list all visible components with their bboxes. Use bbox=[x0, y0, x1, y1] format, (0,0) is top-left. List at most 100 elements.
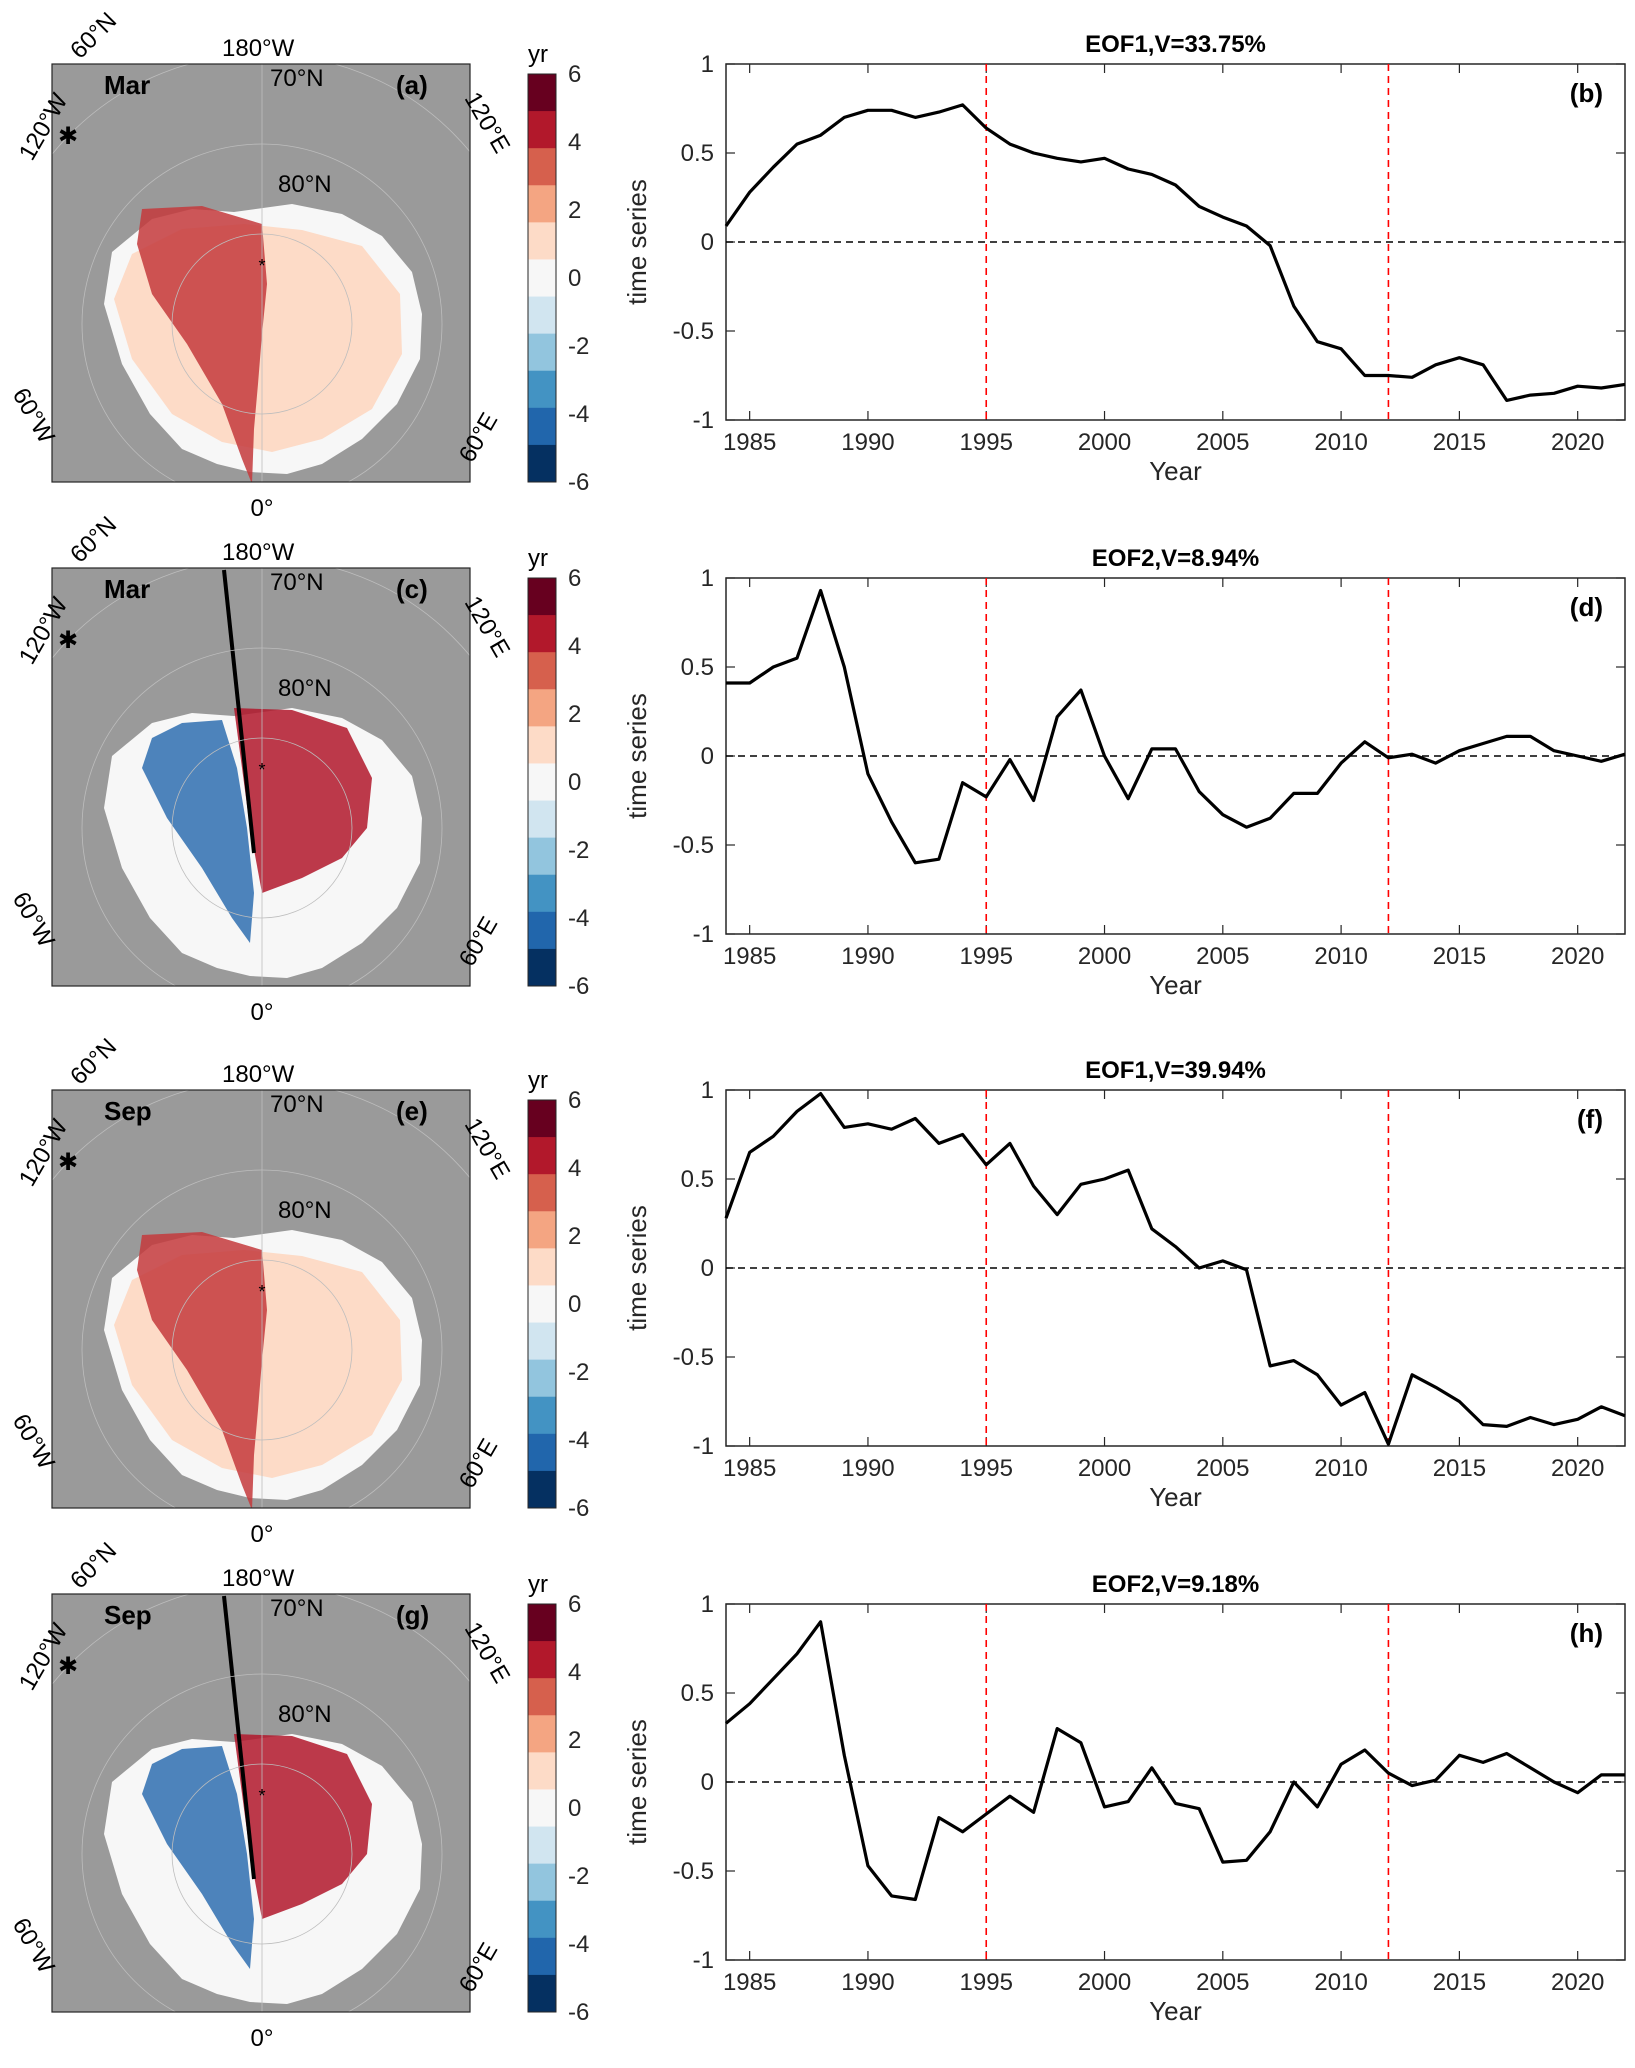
colorbar-tick-label: -4 bbox=[568, 1931, 589, 1958]
y-tick-label: 0.5 bbox=[681, 140, 714, 167]
colorbar-frame bbox=[527, 1099, 557, 1509]
panel-letter: (f) bbox=[1577, 1104, 1603, 1134]
month-label: Sep bbox=[104, 1096, 152, 1126]
x-tick-label: 2020 bbox=[1551, 943, 1604, 970]
colorbar-segment bbox=[528, 652, 556, 690]
y-tick-label: -0.5 bbox=[673, 318, 714, 345]
colorbar-tick-label: -4 bbox=[568, 1427, 589, 1454]
colorbar-tick-label: 4 bbox=[568, 1659, 581, 1686]
colorbar-segment bbox=[528, 370, 556, 409]
colorbar-frame bbox=[527, 1603, 557, 2013]
colorbar-tick-label: 2 bbox=[568, 1727, 581, 1754]
colorbar-frame bbox=[527, 73, 557, 483]
lat-70-label: 70°N bbox=[270, 1091, 324, 1118]
colorbar-unit: yr bbox=[528, 1067, 548, 1094]
y-tick-label: 0.5 bbox=[681, 654, 714, 681]
x-tick-label: 2015 bbox=[1433, 429, 1486, 456]
colorbar-segment bbox=[528, 1826, 556, 1865]
negative-anomaly-region bbox=[142, 720, 254, 943]
colorbar-tick-label: -6 bbox=[568, 1495, 589, 1522]
colorbar-segment bbox=[528, 874, 556, 913]
colorbar-segment bbox=[528, 1715, 556, 1753]
month-label: Mar bbox=[104, 70, 150, 100]
north-arrow-icon: ✱ bbox=[58, 1653, 78, 1680]
pole-marker: * bbox=[258, 1786, 265, 1806]
colorbar-tick-label: -2 bbox=[568, 1359, 589, 1386]
map-content: * bbox=[52, 1594, 470, 2012]
chart-title: EOF2,V=9.18% bbox=[1092, 1571, 1259, 1598]
lon-0-label: 0° bbox=[251, 1521, 274, 1548]
y-tick-label: -1 bbox=[693, 407, 714, 434]
x-tick-label: 2005 bbox=[1196, 1455, 1249, 1482]
chart-panel-3: EOF2,V=9.18% (h) 1 0.5 0 -0.5 -1 1985 1990 1995 20… bbox=[622, 1571, 1626, 2026]
colorbar-segment bbox=[528, 578, 556, 616]
colorbar-tick-label: 2 bbox=[568, 197, 581, 224]
colorbar-tick-label: 4 bbox=[568, 633, 581, 660]
lon-180-label: 180°W bbox=[222, 539, 295, 566]
x-tick-label: 2010 bbox=[1314, 1969, 1367, 1996]
colorbar-tick-label: 6 bbox=[568, 1087, 581, 1114]
colorbar-segment bbox=[528, 1359, 556, 1398]
chart-panel-1: EOF2,V=8.94% (d) 1 0.5 0 -0.5 -1 1985 1990 1995 20… bbox=[622, 545, 1626, 1000]
colorbar-tick-label: -2 bbox=[568, 333, 589, 360]
x-tick-label: 2020 bbox=[1551, 1969, 1604, 1996]
map-frame bbox=[51, 1089, 471, 1509]
x-tick-label: 2015 bbox=[1433, 1455, 1486, 1482]
y-tick-label: 0.5 bbox=[681, 1166, 714, 1193]
pole-marker: * bbox=[258, 256, 265, 276]
colorbar-segment bbox=[528, 1248, 556, 1286]
colorbar-segment bbox=[528, 615, 556, 653]
panel-letter: (a) bbox=[396, 70, 428, 100]
colorbar-segment bbox=[528, 1396, 556, 1435]
y-tick-label: -0.5 bbox=[673, 832, 714, 859]
pole-marker: * bbox=[258, 1282, 265, 1302]
lat-70-label: 70°N bbox=[270, 1595, 324, 1622]
lon-180-label: 180°W bbox=[222, 35, 295, 62]
colorbar-tick-label: -4 bbox=[568, 905, 589, 932]
positive-anomaly-region bbox=[234, 1734, 372, 1919]
colorbar-segment bbox=[528, 222, 556, 260]
positive-anomaly-core bbox=[137, 1232, 267, 1508]
time-series-line bbox=[724, 1092, 1626, 1446]
lat-80-label: 80°N bbox=[278, 1197, 332, 1224]
lat-60-label: 60°N bbox=[65, 1537, 122, 1594]
x-tick-label: 2005 bbox=[1196, 1969, 1249, 1996]
colorbar-tick-label: -6 bbox=[568, 973, 589, 1000]
colorbar-segment bbox=[528, 444, 556, 483]
positive-anomaly-core bbox=[137, 206, 267, 482]
colorbar-segment bbox=[528, 1433, 556, 1472]
colorbar-tick-label: -2 bbox=[568, 1863, 589, 1890]
x-tick-label: 2015 bbox=[1433, 1969, 1486, 1996]
y-tick-label: -1 bbox=[693, 921, 714, 948]
panel-letter: (h) bbox=[1570, 1618, 1603, 1648]
lon-0-label: 0° bbox=[251, 999, 274, 1026]
north-arrow-icon: ✱ bbox=[58, 627, 78, 654]
map-content: * bbox=[52, 64, 470, 482]
colorbar-tick-label: 6 bbox=[568, 565, 581, 592]
pole-marker: * bbox=[258, 760, 265, 780]
x-tick-label: 2005 bbox=[1196, 943, 1249, 970]
chart-panel-2: EOF1,V=39.94% (f) 1 0.5 0 -0.5 -1 1985 1990 1995 2… bbox=[622, 1057, 1626, 1512]
colorbar-segment bbox=[528, 1174, 556, 1212]
time-series-charts: EOF1,V=33.75% (b) 1 0.5 0 -0.5 -1 1985 1990 1995 2… bbox=[622, 31, 1626, 2026]
colorbar-segment bbox=[528, 1470, 556, 1509]
lat-80-label: 80°N bbox=[278, 675, 332, 702]
colorbar-segment bbox=[528, 407, 556, 446]
colorbar-unit: yr bbox=[528, 41, 548, 68]
colorbar-segment bbox=[528, 1322, 556, 1361]
negative-anomaly-region bbox=[142, 1746, 254, 1969]
colorbar-segment bbox=[528, 1752, 556, 1790]
x-tick-label: 1985 bbox=[723, 943, 776, 970]
colorbar-segment bbox=[528, 837, 556, 876]
x-axis-label: Year bbox=[1149, 970, 1202, 1000]
y-tick-label: -0.5 bbox=[673, 1344, 714, 1371]
colorbar-tick-label: 6 bbox=[568, 61, 581, 88]
colorbar-segment bbox=[528, 1285, 556, 1324]
y-axis-label: time series bbox=[622, 179, 652, 305]
x-tick-label: 2000 bbox=[1078, 429, 1131, 456]
x-tick-label: 2010 bbox=[1314, 943, 1367, 970]
colorbar-tick-label: 2 bbox=[568, 701, 581, 728]
colorbar-segment bbox=[528, 1863, 556, 1902]
